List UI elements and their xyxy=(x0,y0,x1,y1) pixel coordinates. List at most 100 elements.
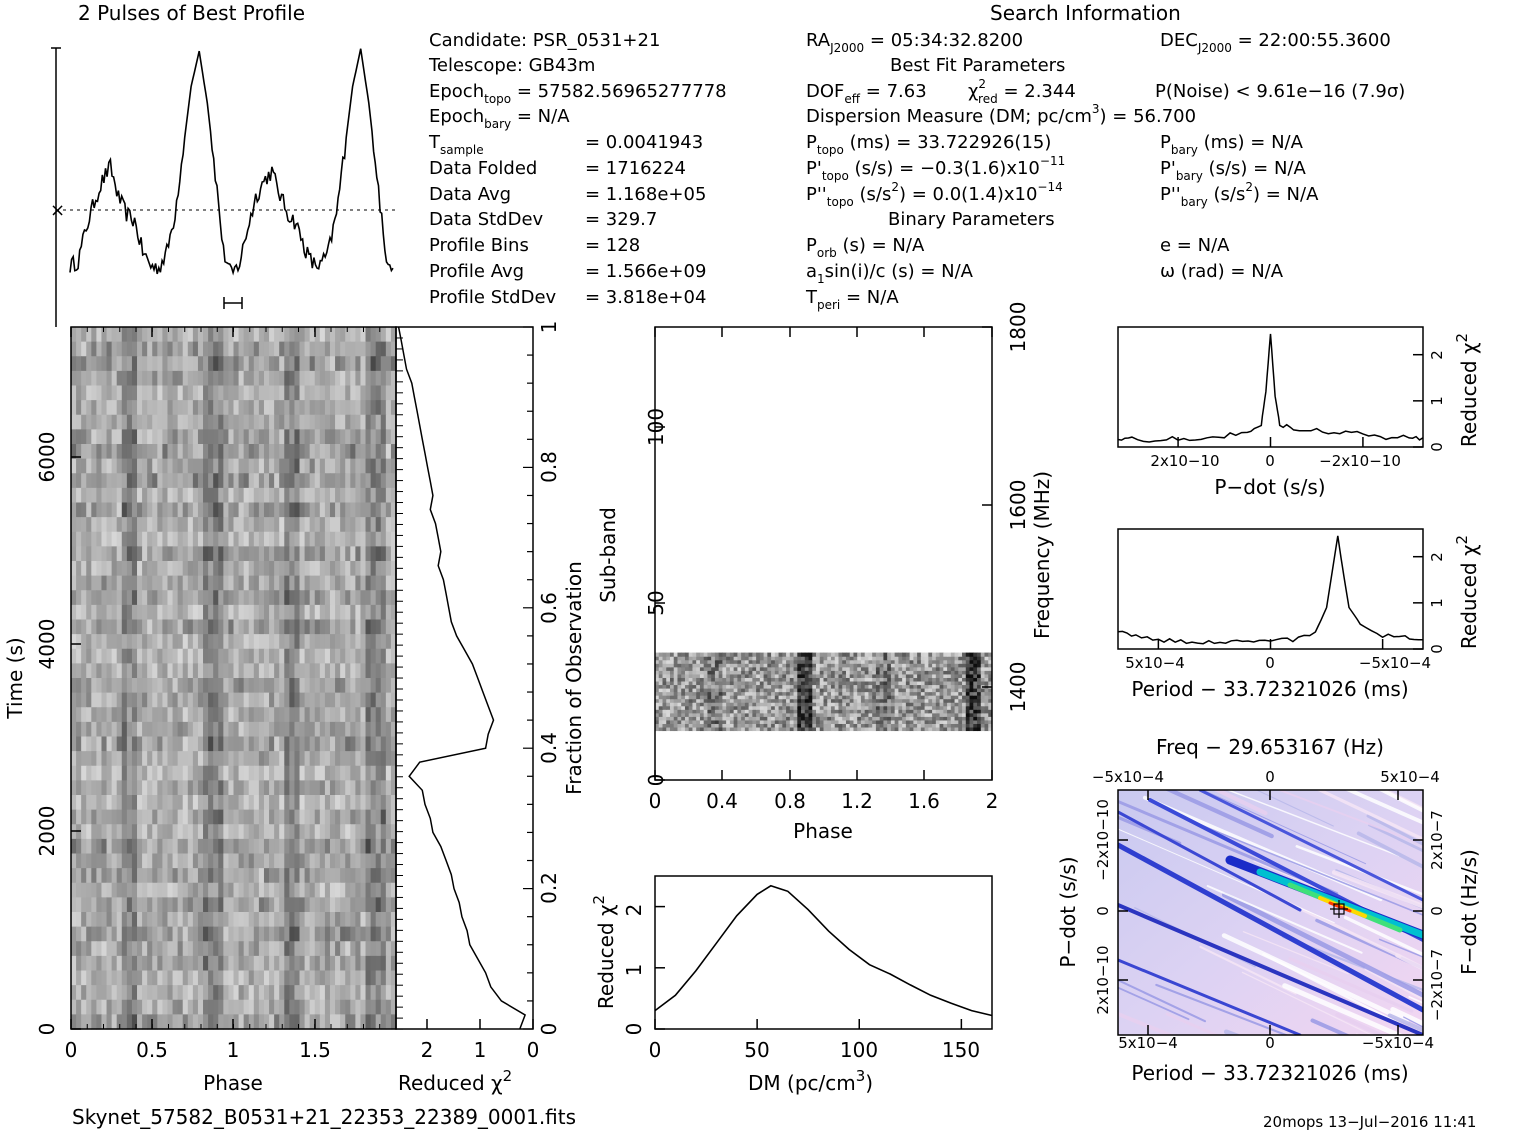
subband-cell xyxy=(722,695,727,700)
time-phase-cell xyxy=(131,853,138,869)
time-phase-cell xyxy=(248,999,255,1015)
time-phase-cell xyxy=(203,999,209,1015)
time-phase-cell xyxy=(71,678,77,694)
time-phase-cell xyxy=(319,370,326,387)
subband-cell xyxy=(774,705,780,710)
subband-cell xyxy=(812,723,817,728)
time-phase-cell xyxy=(162,400,169,416)
time-phase-cell xyxy=(147,590,153,606)
time-phase-cell xyxy=(319,882,326,898)
subband-cell xyxy=(812,666,817,671)
subband-cell xyxy=(729,656,735,661)
time-phase-cell xyxy=(91,897,97,913)
time-phase-cell xyxy=(319,765,326,781)
subband-cell xyxy=(827,719,832,724)
subband-cell xyxy=(718,702,723,707)
subband-cell xyxy=(924,673,929,678)
subband-cell xyxy=(932,709,937,714)
subband-cell xyxy=(969,684,974,689)
time-phase-cell xyxy=(365,721,372,738)
time-phase-cell xyxy=(192,955,199,972)
time-phase-cell xyxy=(121,824,128,840)
time-phase-cell xyxy=(91,912,97,928)
time-phase-cell xyxy=(274,736,280,752)
subband-cell xyxy=(662,663,667,668)
subband-cell xyxy=(887,687,892,693)
subband-cell xyxy=(816,656,821,661)
time-phase-cell xyxy=(192,575,199,591)
time-phase-cell xyxy=(345,780,351,796)
subband-cell xyxy=(947,698,952,703)
time-phase-cell xyxy=(390,473,397,489)
subband-cell xyxy=(759,705,765,710)
time-phase-cell xyxy=(340,385,346,401)
subband-cell xyxy=(737,702,742,707)
time-phase-cell xyxy=(329,385,336,401)
time-phase-cell xyxy=(263,429,270,445)
subband-cell xyxy=(699,716,705,721)
time-phase-cell xyxy=(223,487,230,504)
subband-cell xyxy=(902,719,907,724)
subband-cell xyxy=(928,670,933,675)
subband-cell xyxy=(973,719,978,724)
time-phase-cell xyxy=(385,780,392,796)
time-phase-cell xyxy=(253,429,260,445)
time-phase-cell xyxy=(375,561,382,577)
time-phase-cell xyxy=(182,999,189,1015)
time-phase-cell xyxy=(365,970,372,986)
time-phase-cell xyxy=(233,400,240,416)
time-phase-cell xyxy=(258,985,265,1001)
time-phase-cell xyxy=(380,838,387,855)
subband-cell xyxy=(744,673,750,678)
time-phase-cell xyxy=(177,912,184,928)
time-phase-cell xyxy=(360,912,367,928)
time-phase-cell xyxy=(203,795,209,811)
subband-cell xyxy=(684,684,690,689)
time-phase-cell xyxy=(76,341,82,357)
time-phase-cell xyxy=(137,678,143,694)
subband-cell xyxy=(804,719,810,724)
subband-cell xyxy=(898,719,903,724)
time-phase-cell xyxy=(355,400,362,416)
time-phase-cell xyxy=(309,414,316,430)
subband-cell xyxy=(898,680,903,686)
time-phase-cell xyxy=(203,575,209,591)
time-phase-cell xyxy=(345,926,351,942)
time-phase-cell xyxy=(299,444,306,460)
time-phase-cell xyxy=(375,780,382,796)
subband-cell xyxy=(853,670,858,675)
time-phase-cell xyxy=(269,751,275,767)
subband-cell xyxy=(917,695,922,700)
time-phase-cell xyxy=(365,765,372,781)
time-phase-cell xyxy=(345,604,351,621)
time-phase-cell xyxy=(253,531,260,547)
time-phase-cell xyxy=(167,546,174,562)
subband-cell xyxy=(763,656,768,661)
time-phase-cell xyxy=(162,780,169,796)
subband-cell xyxy=(954,663,959,668)
time-phase-cell xyxy=(314,473,321,489)
time-phase-cell xyxy=(142,765,148,781)
time-phase-cell xyxy=(385,327,392,343)
time-phase-cell xyxy=(187,868,194,884)
subband-cell xyxy=(793,670,798,675)
time-phase-cell xyxy=(274,853,280,869)
subband-cell xyxy=(879,702,885,707)
subband-cell xyxy=(875,726,881,732)
subband-cell xyxy=(958,705,963,710)
time-phase-cell xyxy=(172,327,179,343)
time-phase-cell xyxy=(263,1014,270,1030)
subband-cell xyxy=(898,677,903,682)
subband-cell xyxy=(917,719,922,724)
time-phase-cell xyxy=(243,678,250,694)
subband-cell xyxy=(778,719,783,724)
time-phase-cell xyxy=(294,970,301,986)
subband-cell xyxy=(860,702,866,707)
subband-cell xyxy=(808,695,813,700)
subband-cell xyxy=(849,680,855,686)
subband-cell xyxy=(801,723,806,728)
time-phase-cell xyxy=(380,751,387,767)
time-phase-cell xyxy=(324,400,331,416)
subband-cell xyxy=(759,709,765,714)
time-phase-cell xyxy=(350,400,356,416)
